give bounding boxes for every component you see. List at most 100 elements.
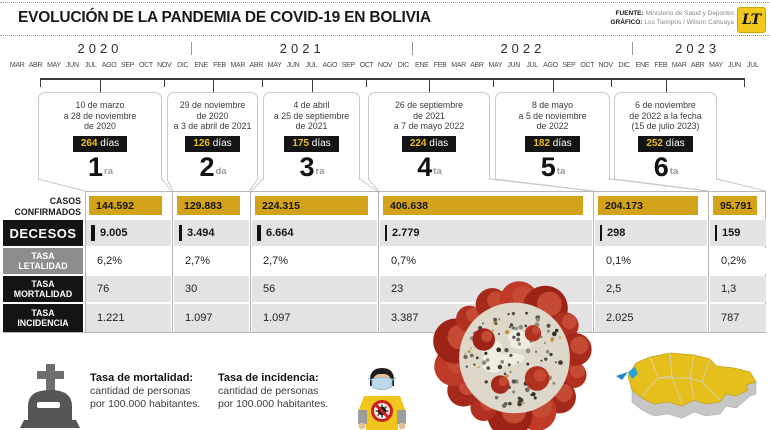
month-label: JUN <box>286 62 300 69</box>
table-cell-incidencia: 2.025 <box>595 304 707 332</box>
wave-days-unit: días <box>663 137 685 149</box>
month-label: MAR <box>671 62 687 69</box>
wave-days-number: 224 <box>409 137 427 149</box>
incidencia-value: 1.221 <box>97 312 125 324</box>
row-label-line: LETALIDAD <box>18 261 68 271</box>
table-column-divider <box>378 191 379 332</box>
timeline-bar <box>40 78 745 80</box>
table-column-divider <box>85 191 86 332</box>
wave-days-number: 175 <box>292 137 309 149</box>
month-label: ENE <box>194 62 208 69</box>
wave-ordinal-suffix: da <box>215 165 227 177</box>
casos-value-bar: 129.883 <box>177 196 240 215</box>
wave-days-unit: días <box>426 137 449 149</box>
decesos-value: 6.664 <box>266 227 294 239</box>
row-label-line: DECESOS <box>9 225 77 241</box>
decesos-value: 298 <box>607 227 626 239</box>
top-dotted-rule <box>0 2 770 3</box>
wave-pointer-tick <box>312 78 313 92</box>
timeline-boundary-tick <box>744 78 745 87</box>
table-cell-incidencia: 1.221 <box>86 304 171 332</box>
wave-date-line: de 2021 <box>413 110 445 121</box>
wave-pointer-tick <box>213 78 214 92</box>
row-label-tasa-incidencia: TASA INCIDENCIA <box>3 304 83 332</box>
month-label: JUL <box>526 62 538 69</box>
decesos-tick-mark <box>385 225 387 241</box>
letalidad-value: 0,1% <box>606 255 632 267</box>
wave-days-number: 182 <box>533 137 550 149</box>
wave-date-range: 26 de septiembre de 2021 a 7 de mayo 2022 <box>369 93 489 132</box>
wave-days-badge: 264 días <box>72 135 128 152</box>
wave-ordinal-suffix: ra <box>104 165 113 177</box>
wave-date-line: a 5 de noviembre <box>518 110 587 121</box>
header-dotted-rule <box>0 35 770 36</box>
mortalidad-value: 23 <box>391 283 404 295</box>
row-label-line: INCIDENCIA <box>17 318 69 328</box>
legend-mortalidad-line1: cantidad de personas <box>90 385 191 397</box>
table-column-divider <box>250 191 251 332</box>
wave-ordinal-suffix: ta <box>433 165 442 177</box>
row-label-line: CASOS <box>49 196 81 206</box>
mortalidad-value: 76 <box>97 283 110 295</box>
month-label: JUL <box>305 62 318 69</box>
decesos-tick-mark <box>257 225 261 241</box>
timeline-boundary-tick <box>262 78 263 87</box>
month-label: FEB <box>654 62 668 69</box>
source-line: FUENTE: Ministerio de Salud y Deportes <box>610 9 735 18</box>
decesos-tick-mark <box>91 225 95 241</box>
row-label-tasa-letalidad: TASA LETALIDAD <box>3 248 83 274</box>
month-label: FEB <box>433 62 447 69</box>
incidencia-value: 787 <box>721 312 740 324</box>
table-cell-letalidad: 6,2% <box>86 248 171 274</box>
table-cell-letalidad: 0,1% <box>595 248 707 274</box>
letalidad-value: 0,2% <box>721 255 747 267</box>
table-column-divider <box>708 191 709 332</box>
month-label: MAY <box>709 62 723 69</box>
month-label: ABR <box>690 62 705 69</box>
wave-pointer-tick <box>666 78 667 92</box>
month-label: ENE <box>415 62 429 69</box>
letalidad-value: 0,7% <box>391 255 417 267</box>
wave-date-line: a 7 de mayo 2022 <box>393 121 465 132</box>
month-label: MAY <box>488 62 503 69</box>
table-cell-letalidad: 0,2% <box>710 248 766 274</box>
year-separator <box>411 42 413 55</box>
incidencia-value: 1.097 <box>185 312 213 324</box>
decesos-tick-mark <box>179 225 182 241</box>
decesos-value: 3.494 <box>187 227 215 239</box>
wave-pointer-tick <box>100 78 101 92</box>
mortalidad-value: 2,5 <box>606 283 622 295</box>
legend-incidencia-title: Tasa de incidencia: <box>218 372 319 384</box>
row-label-casos-confirmados: CASOS CONFIRMADOS <box>0 193 81 217</box>
row-label-tasa-mortalidad: TASA MORTALIDAD <box>3 276 83 302</box>
month-label: AGO <box>543 62 558 69</box>
table-cell-decesos: 2.779 <box>380 220 592 246</box>
legend-mortalidad: Tasa de mortalidad: cantidad de personas… <box>90 372 200 411</box>
wave-box-6: 6 de noviembre de 2022 a la fecha (15 de j… <box>614 92 717 181</box>
incidencia-value: 2.025 <box>606 312 634 324</box>
wave-ordinal: 5ta <box>540 151 566 182</box>
timeline-boundary-tick <box>493 78 494 87</box>
month-label: NOV <box>377 62 393 69</box>
wave-date-line: 26 de septiembre <box>395 100 463 110</box>
wave-ordinal: 2da <box>199 151 227 182</box>
incidencia-value: 1.097 <box>263 312 291 324</box>
year-separator <box>632 42 634 55</box>
wave-ordinal: 1ra <box>87 151 113 182</box>
casos-value-bar: 204.173 <box>598 196 698 215</box>
month-label: ABR <box>28 62 43 69</box>
row-label-line: TASA <box>31 279 55 289</box>
decesos-tick-mark <box>715 225 717 241</box>
letalidad-value: 2,7% <box>263 255 289 267</box>
table-bottom-border <box>3 332 766 333</box>
wave-date-line: 8 de mayo <box>531 100 574 110</box>
casos-value-bar: 406.638 <box>383 196 583 215</box>
month-label: OCT <box>138 62 153 69</box>
table-cell-decesos: 159 <box>710 220 766 246</box>
wave-date-line: 6 de noviembre <box>635 100 696 110</box>
month-label: JUN <box>65 62 79 69</box>
credit-label: GRÁFICO: <box>610 19 643 26</box>
masked-person-icon <box>358 368 406 430</box>
wave-days-badge: 126 días <box>185 135 240 152</box>
